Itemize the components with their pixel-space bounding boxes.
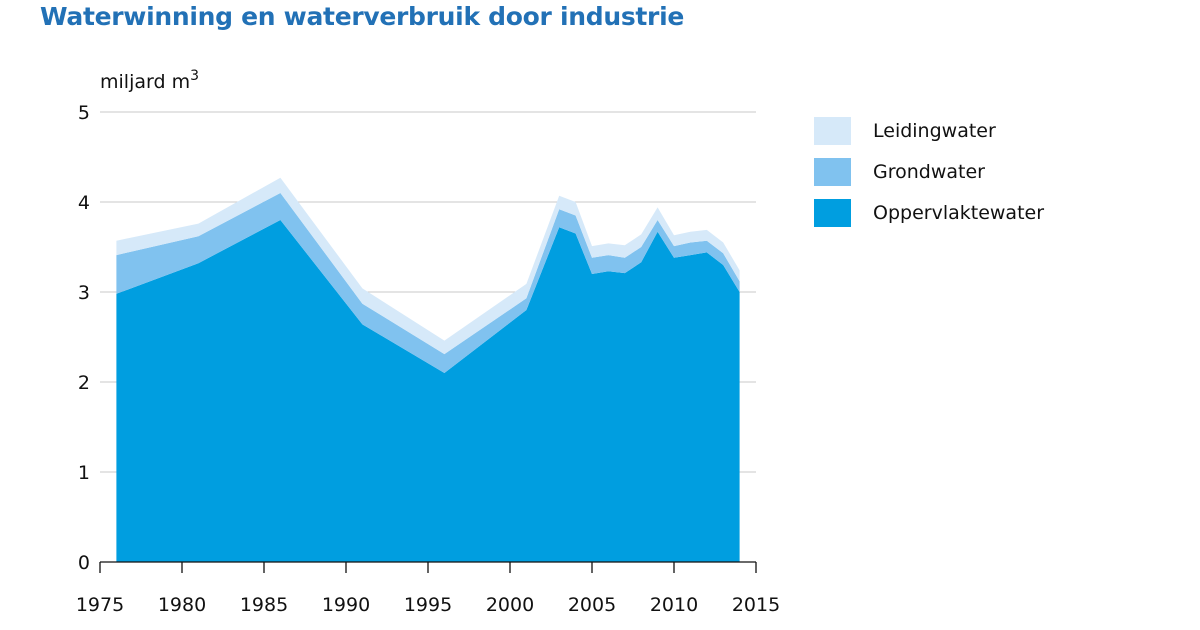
y-axis-label-text: miljard m <box>100 71 190 93</box>
x-tick-label: 2005 <box>568 594 616 616</box>
y-tick-label: 4 <box>78 192 90 214</box>
area-oppervlaktewater <box>116 220 740 562</box>
legend-swatch <box>814 157 851 186</box>
area-chart: 0 1 2 3 4 5 1975 1980 1985 1990 1995 2000 2005 2010 20… <box>76 68 780 616</box>
legend-item-leidingwater: Leidingwater <box>814 110 1044 151</box>
legend-label: Grondwater <box>873 160 985 183</box>
y-tick-label: 2 <box>78 372 90 394</box>
x-tick-label: 2010 <box>650 594 698 616</box>
y-tick-label: 0 <box>78 552 90 574</box>
y-tick-label: 3 <box>78 282 90 304</box>
x-tick-label: 2000 <box>486 594 534 616</box>
x-tick-label: 1975 <box>76 594 124 616</box>
chart-title: Waterwinning en waterverbruik door indus… <box>40 2 685 31</box>
y-tick-label: 1 <box>78 462 90 484</box>
y-axis-label: miljard m3 <box>100 68 199 93</box>
x-tick-label: 1985 <box>240 594 288 616</box>
legend-swatch <box>814 198 851 227</box>
legend-label: Leidingwater <box>873 119 996 142</box>
legend-item-oppervlaktewater: Oppervlaktewater <box>814 192 1044 233</box>
y-axis-label-superscript: 3 <box>190 68 199 84</box>
x-tick-label: 2015 <box>732 594 780 616</box>
legend-swatch <box>814 116 851 145</box>
legend: Leidingwater Grondwater Oppervlaktewater <box>814 110 1044 233</box>
x-tick-label: 1995 <box>404 594 452 616</box>
y-tick-label: 5 <box>78 102 90 124</box>
area-grondwater <box>116 193 740 373</box>
x-tick-label: 1980 <box>158 594 206 616</box>
legend-item-grondwater: Grondwater <box>814 151 1044 192</box>
x-tick-label: 1990 <box>322 594 370 616</box>
legend-label: Oppervlaktewater <box>873 201 1045 224</box>
